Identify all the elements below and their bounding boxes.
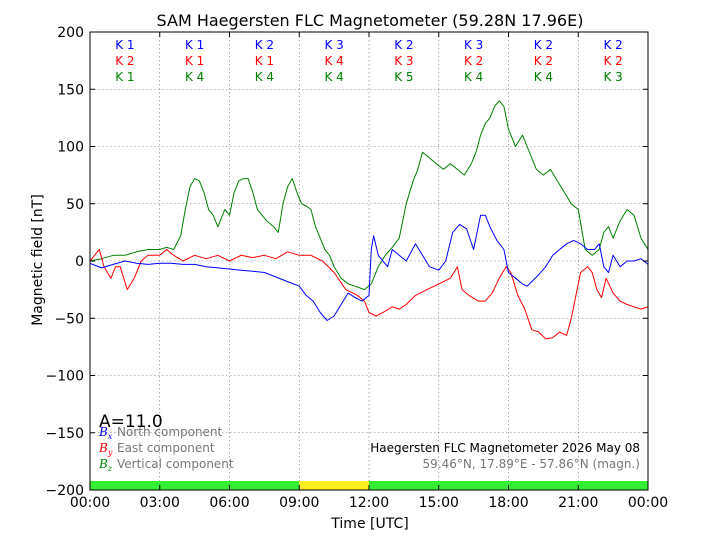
x-tick-label: 00:00	[628, 495, 668, 511]
series-line-east-component	[90, 249, 648, 340]
k-index-value: K 4	[534, 70, 553, 84]
y-tick-label: −100	[46, 369, 84, 385]
activity-bar-segment	[90, 481, 300, 490]
k-index-value: K 2	[464, 54, 483, 68]
y-tick-label: 200	[57, 25, 84, 41]
x-tick-label: 00:00	[70, 495, 110, 511]
legend-symbol: By	[98, 441, 113, 457]
activity-bar-segment	[299, 481, 369, 490]
k-index-value: K 3	[464, 38, 483, 52]
chart-title: SAM Haegersten FLC Magnetometer (59.28N …	[157, 11, 584, 30]
k-index-value: K 4	[185, 70, 204, 84]
y-tick-label: −200	[46, 483, 84, 499]
legend-label: East component	[117, 441, 215, 455]
x-tick-label: 18:00	[488, 495, 528, 511]
y-tick-label: 50	[66, 197, 84, 213]
k-index-value: K 4	[324, 70, 343, 84]
k-index-value: K 2	[603, 38, 622, 52]
x-tick-label: 09:00	[279, 495, 319, 511]
k-index-table: K 1 K 1 K 2 K 3 K 2 K 3 K 2 K 2 K 2 K 1 K 1 K 4 K 3 K…	[115, 38, 623, 84]
k-index-value: K 1	[185, 38, 204, 52]
legend-label: North component	[117, 425, 223, 439]
x-tick-label: 06:00	[209, 495, 249, 511]
x-tick-label: 15:00	[419, 495, 459, 511]
axis-ticks: 00:00 03:00 06:00 09:00 12:00 15:00 18:00 21:00…	[46, 25, 669, 511]
y-axis-label: Magnetic field [nT]	[30, 194, 46, 326]
k-index-value: K 1	[255, 54, 274, 68]
y-tick-label: −50	[54, 311, 84, 327]
k-index-value: K 2	[255, 38, 274, 52]
legend: Bx North component By East component Bz …	[98, 425, 234, 473]
x-tick-label: 12:00	[349, 495, 389, 511]
series-lines	[90, 100, 648, 340]
y-tick-label: −150	[46, 426, 84, 442]
info-station-date: Haegersten FLC Magnetometer 2026 May 08	[370, 441, 640, 455]
k-index-value: K 4	[255, 70, 274, 84]
legend-entry-north: Bx North component	[98, 425, 223, 441]
x-tick-label: 03:00	[140, 495, 180, 511]
x-axis-label: Time [UTC]	[330, 516, 408, 532]
k-index-value: K 1	[115, 38, 134, 52]
k-index-value: K 2	[115, 54, 134, 68]
legend-symbol: Bz	[98, 457, 113, 473]
legend-entry-vertical: Bz Vertical component	[98, 457, 234, 473]
k-index-value: K 1	[185, 54, 204, 68]
info-coordinates: 59.46°N, 17.89°E - 57.86°N (magn.)	[423, 457, 640, 471]
y-tick-label: 150	[57, 82, 84, 98]
k-index-value: K 4	[464, 70, 483, 84]
legend-entry-east: By East component	[98, 441, 215, 457]
legend-symbol: Bx	[98, 425, 113, 441]
k-index-value: K 2	[603, 54, 622, 68]
y-tick-label: 100	[57, 140, 84, 156]
k-index-value: K 1	[115, 70, 134, 84]
series-line-north-component	[90, 214, 648, 321]
k-index-value: K 2	[534, 38, 553, 52]
k-index-value: K 5	[394, 70, 413, 84]
y-tick-label: 0	[75, 254, 84, 270]
k-index-value: K 3	[394, 54, 413, 68]
k-index-value: K 3	[603, 70, 622, 84]
grid-lines	[90, 32, 648, 490]
k-index-value: K 4	[324, 54, 343, 68]
a-index-label: A=11.0	[99, 412, 163, 432]
k-index-value: K 3	[324, 38, 343, 52]
k-index-value: K 2	[534, 54, 553, 68]
series-line-vertical-component	[90, 100, 648, 291]
x-tick-label: 21:00	[558, 495, 598, 511]
k-index-value: K 2	[394, 38, 413, 52]
legend-label: Vertical component	[117, 457, 234, 471]
